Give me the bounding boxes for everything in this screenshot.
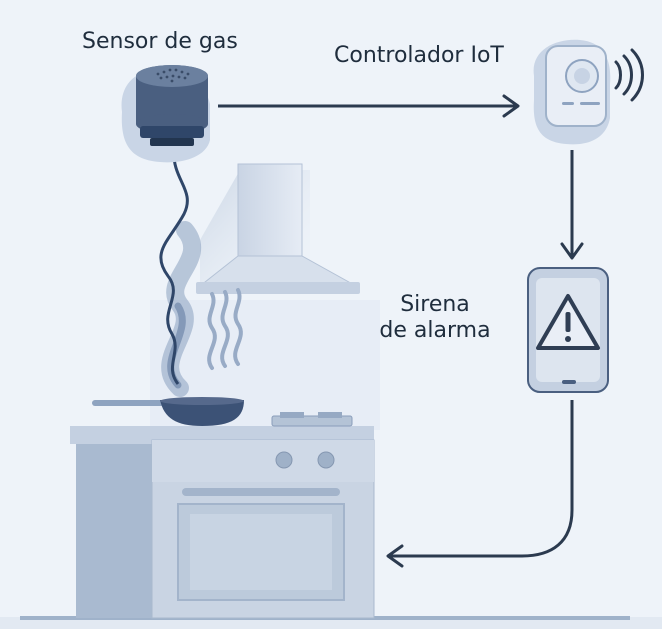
gas-sensor-label: Sensor de gas	[82, 29, 238, 54]
siren-label-line2: de alarma	[379, 318, 491, 343]
siren-label: Sirena de alarma	[360, 292, 510, 344]
iot-controller-label: Controlador IoT	[334, 43, 504, 68]
arrow-sensor-to-controller	[218, 94, 520, 118]
arrow-siren-to-stove	[386, 400, 574, 568]
wireless-signal-icon	[614, 48, 644, 102]
arrow-controller-to-siren	[560, 150, 584, 260]
stove	[70, 412, 375, 619]
iot-controller-icon	[533, 39, 611, 145]
gas-sensor-icon	[121, 65, 210, 163]
range-hood	[196, 163, 360, 294]
warning-triangle-icon	[536, 294, 600, 350]
siren-device	[527, 267, 609, 393]
siren-label-line1: Sirena	[400, 292, 470, 317]
sensor-cable	[159, 149, 189, 385]
frying-pan	[92, 397, 244, 426]
